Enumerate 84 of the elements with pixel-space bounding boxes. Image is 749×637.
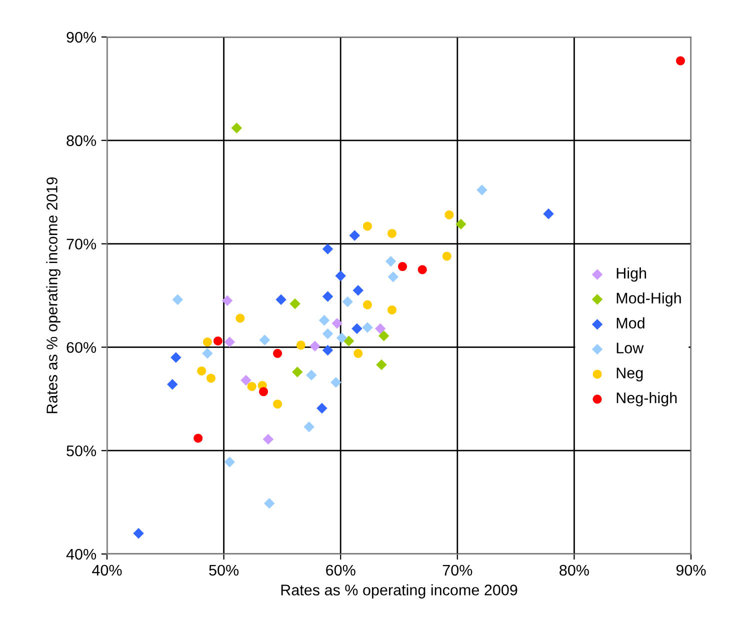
point [343, 336, 354, 346]
point [273, 400, 282, 409]
point [290, 298, 300, 310]
point [444, 210, 454, 220]
point [316, 402, 328, 414]
point [362, 322, 373, 333]
y-tick-label: 70% [66, 238, 96, 250]
point [296, 340, 306, 350]
point [236, 314, 245, 323]
point [322, 344, 334, 356]
y-tick-label: 60% [66, 342, 96, 353]
x-axis-title: Rates as % operating income 2009 [281, 584, 518, 598]
y-axis-title: Rates as % operating income 2019 [46, 177, 60, 414]
point [398, 262, 408, 272]
point [385, 256, 396, 267]
x-tick-label: 70% [442, 564, 472, 576]
point [387, 305, 396, 314]
point [330, 376, 342, 388]
point [172, 294, 184, 306]
point [247, 382, 256, 391]
point [202, 338, 212, 347]
point [476, 184, 488, 196]
point [231, 122, 242, 134]
legend-label: Neg [616, 368, 643, 382]
point [222, 295, 233, 306]
point [264, 498, 275, 509]
point [310, 340, 320, 352]
point [456, 218, 466, 230]
point [322, 328, 334, 340]
point [352, 284, 364, 296]
point [276, 294, 286, 306]
legend-label: Low [616, 342, 644, 354]
point [376, 359, 387, 370]
point [374, 323, 386, 334]
point [240, 374, 252, 386]
point [206, 374, 216, 383]
y-tick-label: 40% [66, 548, 96, 560]
point [170, 352, 182, 363]
point [259, 334, 270, 346]
point [306, 370, 317, 380]
point [273, 348, 282, 358]
point [387, 228, 396, 238]
point [676, 56, 685, 66]
point [167, 379, 178, 390]
point [322, 244, 334, 254]
point [318, 314, 330, 326]
point [342, 296, 353, 308]
point [362, 300, 372, 310]
point [335, 270, 346, 282]
point [224, 456, 236, 468]
point [133, 528, 144, 539]
legend-label: Neg-high [616, 392, 677, 406]
y-tick-label: 90% [66, 32, 96, 43]
legend-label: High [616, 267, 646, 282]
legend-label: Mod [616, 317, 644, 328]
point [213, 336, 222, 346]
x-tick-label: 40% [92, 564, 122, 576]
point [378, 330, 390, 342]
x-tick-label: 60% [326, 564, 356, 576]
x-tick-label: 50% [209, 564, 239, 576]
y-tick-label: 80% [66, 135, 96, 146]
point [388, 272, 399, 282]
point [194, 434, 203, 443]
point [259, 387, 268, 396]
point [322, 291, 334, 302]
point [197, 366, 206, 376]
point [442, 252, 452, 261]
point [418, 265, 427, 274]
point [292, 366, 303, 378]
y-tick-label: 50% [66, 445, 96, 456]
point [336, 332, 348, 344]
legend-label: Mod-High [616, 292, 681, 307]
x-tick-label: 80% [560, 564, 589, 576]
point [349, 230, 360, 241]
x-tick-label: 90% [676, 564, 706, 576]
point [304, 421, 314, 432]
point [362, 222, 372, 231]
point [354, 348, 363, 358]
point [202, 348, 213, 359]
point [224, 336, 236, 348]
point [332, 318, 342, 329]
point [352, 323, 362, 334]
point [543, 208, 554, 220]
point [262, 434, 274, 445]
